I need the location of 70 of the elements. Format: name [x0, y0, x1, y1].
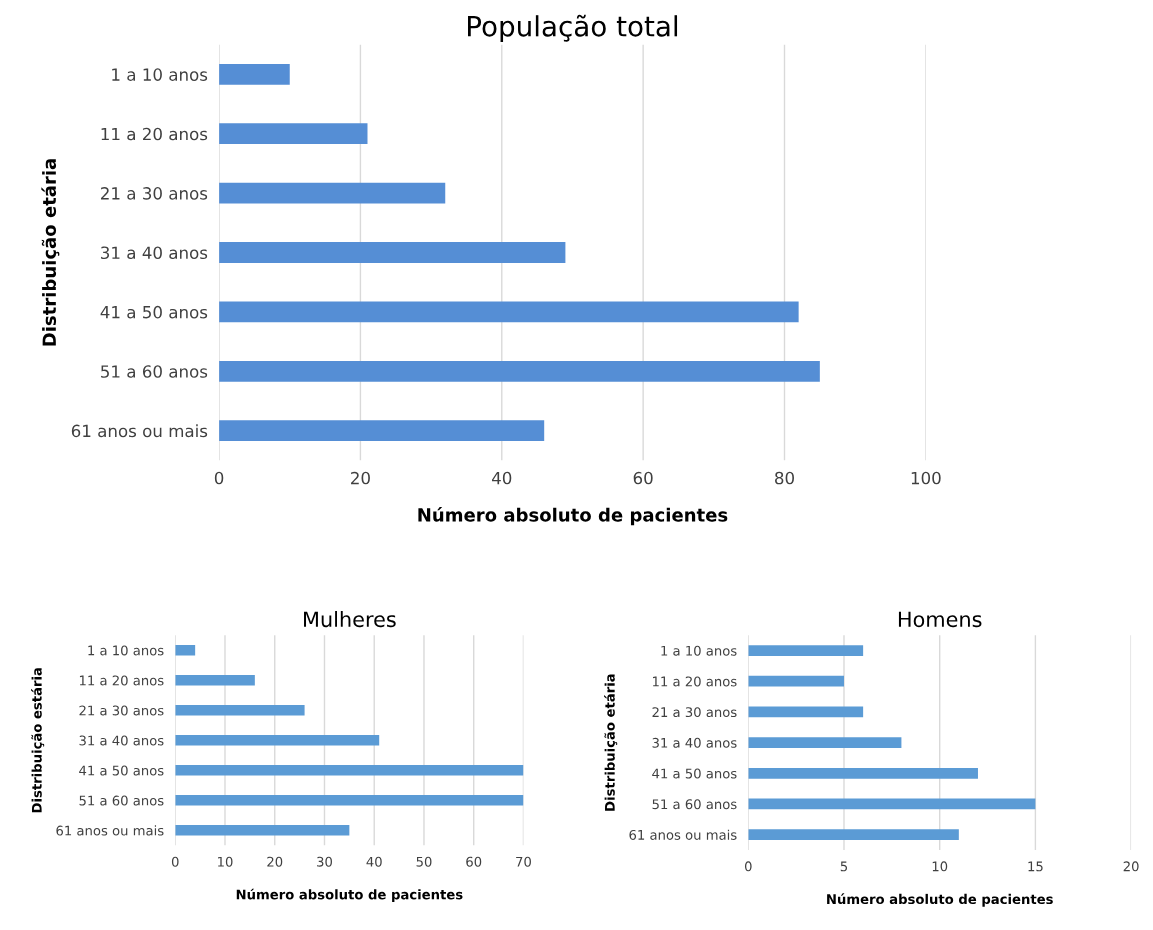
- y-tick-label: 41 a 50 anos: [652, 768, 737, 779]
- x-tick-label: 60: [466, 856, 482, 867]
- bar: [219, 63, 290, 85]
- x-tick-label: 40: [492, 471, 512, 485]
- bar: [748, 706, 864, 718]
- chart-title: Mulheres: [304, 611, 396, 628]
- x-tick-label: 20: [1123, 861, 1139, 872]
- y-tick-label: 51 a 60 anos: [101, 365, 208, 378]
- x-tick-label: 0: [744, 861, 752, 872]
- bar: [219, 301, 799, 323]
- y-tick-label: 21 a 30 anos: [652, 707, 737, 718]
- y-tick-label: 51 a 60 anos: [652, 799, 737, 810]
- x-axis-title: Número absoluto de pacientes: [827, 893, 1053, 907]
- chart-title: População total: [468, 14, 678, 43]
- x-axis-title: Número absoluto de pacientes: [418, 507, 728, 526]
- x-tick-label: 10: [218, 856, 233, 867]
- bar: [219, 420, 545, 442]
- y-tick-label: 1 a 10 anos: [112, 68, 208, 81]
- bar: [175, 644, 196, 656]
- y-tick-label: 1 a 10 anos: [88, 645, 164, 656]
- x-tick-label: 60: [633, 471, 653, 485]
- y-tick-label: 51 a 60 anos: [79, 795, 164, 806]
- y-tick-label: 61 anos ou mais: [629, 829, 737, 840]
- bar: [175, 674, 255, 686]
- bar: [175, 705, 305, 716]
- bar: [175, 765, 524, 776]
- bar: [219, 182, 446, 204]
- x-tick-label: 0: [171, 856, 179, 867]
- bar: [748, 737, 902, 748]
- bar: [175, 825, 350, 836]
- y-axis-title: Distribuição estária: [31, 668, 45, 813]
- y-tick-label: 41 a 50 anos: [100, 305, 208, 319]
- y-tick-label: 21 a 30 anos: [79, 705, 164, 716]
- y-tick-label: 61 anos ou mais: [56, 825, 164, 836]
- x-tick-label: 80: [775, 471, 794, 485]
- bar: [748, 645, 864, 656]
- chart-title: Homens: [898, 611, 982, 628]
- y-tick-label: 31 a 40 anos: [101, 246, 208, 260]
- y-tick-label: 11 a 20 anos: [79, 675, 164, 686]
- x-axis-title: Número absoluto de pacientes: [236, 888, 463, 902]
- y-tick-label: 1 a 10 anos: [661, 645, 737, 656]
- bar: [748, 675, 844, 687]
- y-tick-label: 11 a 20 anos: [653, 676, 737, 687]
- y-tick-label: 31 a 40 anos: [79, 735, 164, 746]
- bar: [748, 798, 1036, 810]
- x-tick-label: 50: [416, 856, 432, 867]
- y-tick-label: 61 anos ou mais: [71, 424, 208, 438]
- x-tick-label: 40: [366, 856, 382, 867]
- x-tick-label: 20: [351, 471, 370, 485]
- bar: [219, 360, 820, 382]
- bar: [219, 242, 566, 263]
- y-tick-label: 21 a 30 anos: [101, 187, 208, 200]
- y-tick-label: 11 a 20 anos: [101, 127, 208, 141]
- bar: [748, 829, 959, 841]
- x-tick-label: 15: [1028, 861, 1043, 872]
- x-tick-label: 100: [911, 471, 941, 485]
- y-tick-label: 31 a 40 anos: [652, 737, 737, 748]
- bar: [219, 123, 368, 145]
- x-tick-label: 5: [840, 861, 848, 872]
- bar: [748, 767, 978, 779]
- x-tick-label: 30: [317, 856, 333, 867]
- x-tick-label: 70: [516, 856, 531, 867]
- y-axis-title: Distribuição etária: [41, 159, 60, 346]
- y-tick-label: 41 a 50 anos: [79, 765, 164, 776]
- bar: [175, 735, 380, 746]
- x-tick-label: 10: [932, 861, 948, 872]
- x-tick-label: 0: [214, 471, 224, 485]
- x-tick-label: 20: [267, 856, 283, 867]
- y-axis-title: Distribuição etária: [604, 674, 618, 811]
- bar: [175, 795, 524, 806]
